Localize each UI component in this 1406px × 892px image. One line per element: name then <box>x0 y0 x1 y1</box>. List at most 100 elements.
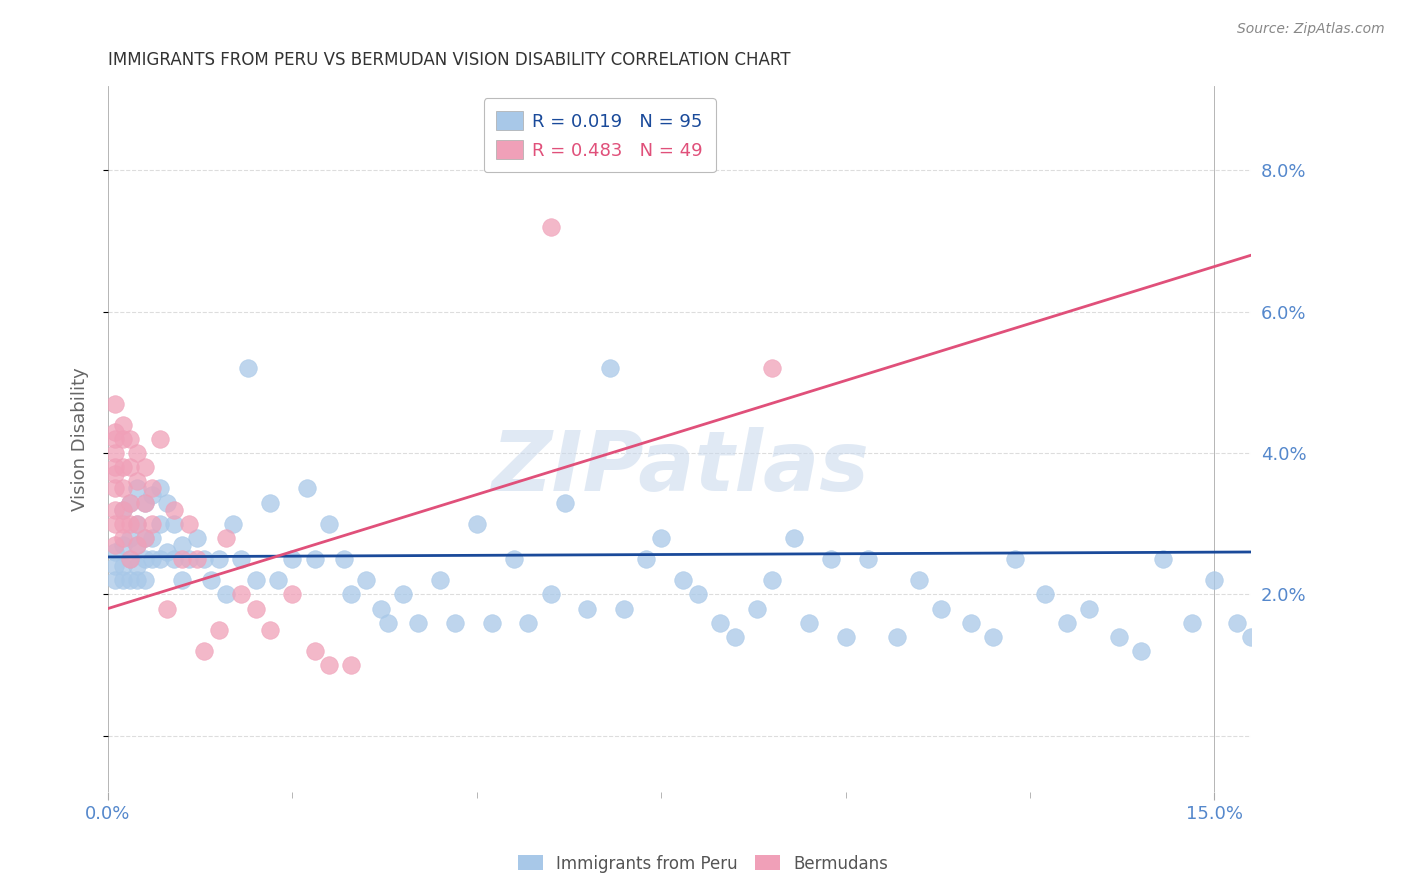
Point <box>179 552 201 566</box>
Point <box>141 531 163 545</box>
Point <box>259 623 281 637</box>
Point <box>141 516 163 531</box>
Point <box>120 574 142 588</box>
Point <box>149 552 172 566</box>
Point <box>111 559 134 574</box>
Point <box>111 516 134 531</box>
Point <box>281 552 304 566</box>
Point <box>134 531 156 545</box>
Point <box>1129 644 1152 658</box>
Point <box>149 432 172 446</box>
Point <box>127 574 149 588</box>
Point <box>141 482 163 496</box>
Point <box>340 587 363 601</box>
Point <box>304 644 326 658</box>
Point <box>1056 615 1078 630</box>
Point <box>908 574 931 588</box>
Point <box>111 432 134 446</box>
Point <box>149 482 172 496</box>
Point <box>392 587 415 601</box>
Point <box>960 615 983 630</box>
Point <box>304 552 326 566</box>
Point <box>1108 630 1130 644</box>
Point <box>259 495 281 509</box>
Point <box>186 531 208 545</box>
Point <box>1204 574 1226 588</box>
Point <box>156 545 179 559</box>
Point <box>333 552 356 566</box>
Point <box>104 446 127 460</box>
Point <box>163 502 186 516</box>
Point <box>120 552 142 566</box>
Point <box>111 502 134 516</box>
Point <box>443 615 465 630</box>
Point <box>318 516 340 531</box>
Point <box>111 531 134 545</box>
Point <box>281 587 304 601</box>
Point <box>127 475 149 489</box>
Point <box>886 630 908 644</box>
Point <box>517 615 540 630</box>
Point <box>127 516 149 531</box>
Point <box>104 545 127 559</box>
Point <box>377 615 399 630</box>
Point <box>104 502 127 516</box>
Point <box>163 516 186 531</box>
Point <box>761 574 783 588</box>
Point <box>104 482 127 496</box>
Point <box>1181 615 1204 630</box>
Point <box>709 615 731 630</box>
Point <box>193 552 215 566</box>
Point <box>127 538 149 552</box>
Point <box>481 615 503 630</box>
Point <box>370 601 392 615</box>
Point <box>127 538 149 552</box>
Point <box>207 552 229 566</box>
Point <box>104 574 127 588</box>
Point <box>834 630 856 644</box>
Point <box>134 574 156 588</box>
Point <box>134 460 156 475</box>
Point <box>141 552 163 566</box>
Point <box>672 574 695 588</box>
Point <box>229 552 252 566</box>
Point <box>236 361 259 376</box>
Point <box>104 460 127 475</box>
Point <box>318 658 340 673</box>
Point <box>104 467 127 482</box>
Point <box>215 531 238 545</box>
Point <box>229 587 252 601</box>
Point <box>222 516 245 531</box>
Point <box>245 601 267 615</box>
Point <box>120 516 142 531</box>
Point <box>134 495 156 509</box>
Point <box>215 587 238 601</box>
Point <box>120 432 142 446</box>
Point <box>141 488 163 502</box>
Point <box>724 630 747 644</box>
Point <box>156 495 179 509</box>
Text: IMMIGRANTS FROM PERU VS BERMUDAN VISION DISABILITY CORRELATION CHART: IMMIGRANTS FROM PERU VS BERMUDAN VISION … <box>108 51 790 69</box>
Point <box>111 574 134 588</box>
Point <box>207 623 229 637</box>
Point <box>650 531 672 545</box>
Point <box>127 559 149 574</box>
Point <box>1078 601 1101 615</box>
Point <box>111 460 134 475</box>
Point <box>170 574 193 588</box>
Text: Source: ZipAtlas.com: Source: ZipAtlas.com <box>1237 22 1385 37</box>
Point <box>636 552 658 566</box>
Point <box>576 601 599 615</box>
Point <box>111 502 134 516</box>
Point <box>111 482 134 496</box>
Point <box>761 361 783 376</box>
Point <box>406 615 429 630</box>
Point <box>783 531 806 545</box>
Point <box>1033 587 1056 601</box>
Point <box>120 531 142 545</box>
Point <box>127 516 149 531</box>
Point <box>797 615 820 630</box>
Point <box>134 531 156 545</box>
Point <box>163 552 186 566</box>
Point <box>745 601 768 615</box>
